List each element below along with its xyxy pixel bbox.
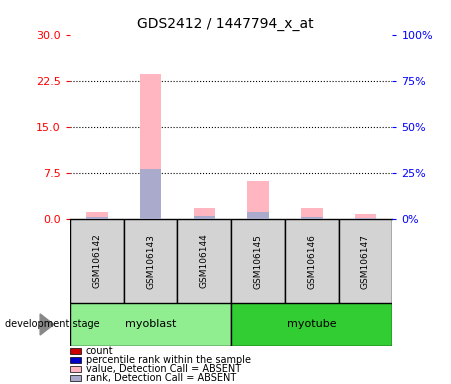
- Bar: [231, 219, 285, 303]
- Bar: [177, 219, 231, 303]
- Text: GSM106145: GSM106145: [253, 234, 262, 288]
- Bar: [70, 303, 231, 346]
- Text: value, Detection Call = ABSENT: value, Detection Call = ABSENT: [86, 364, 241, 374]
- Text: percentile rank within the sample: percentile rank within the sample: [86, 355, 251, 365]
- Bar: [231, 303, 392, 346]
- Bar: [193, 209, 215, 219]
- Bar: [247, 181, 269, 219]
- Bar: [86, 217, 107, 219]
- Bar: [70, 219, 124, 303]
- Text: GSM106147: GSM106147: [361, 234, 370, 288]
- Text: GSM106146: GSM106146: [307, 234, 316, 288]
- Bar: [247, 212, 269, 219]
- Bar: [86, 212, 107, 219]
- Bar: [140, 169, 161, 219]
- Bar: [355, 214, 376, 219]
- Text: count: count: [86, 346, 113, 356]
- Bar: [285, 219, 339, 303]
- Bar: [193, 217, 215, 219]
- Text: rank, Detection Call = ABSENT: rank, Detection Call = ABSENT: [86, 373, 236, 383]
- Text: myotube: myotube: [287, 319, 336, 329]
- Bar: [124, 219, 177, 303]
- Text: GDS2412 / 1447794_x_at: GDS2412 / 1447794_x_at: [137, 17, 314, 31]
- Bar: [301, 217, 322, 219]
- Bar: [140, 74, 161, 219]
- Text: GSM106144: GSM106144: [200, 234, 209, 288]
- Text: GSM106143: GSM106143: [146, 234, 155, 288]
- Text: myoblast: myoblast: [125, 319, 176, 329]
- Text: development stage: development stage: [5, 319, 99, 329]
- Polygon shape: [40, 314, 54, 335]
- Text: GSM106142: GSM106142: [92, 234, 101, 288]
- Bar: [339, 219, 392, 303]
- Bar: [355, 218, 376, 219]
- Bar: [301, 209, 322, 219]
